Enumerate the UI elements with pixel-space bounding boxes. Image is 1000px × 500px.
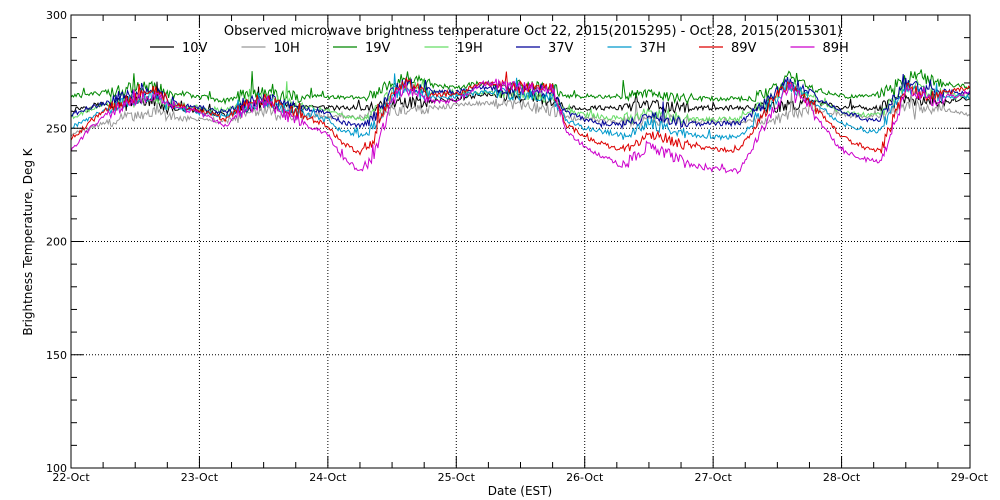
x-tick-label: 23-Oct (181, 471, 219, 484)
chart-legend: 10V 10H 19V 19H 37V 37H 89V 89H (150, 41, 849, 56)
x-tick-label: 28-Oct (823, 471, 861, 484)
series-line-37h (70, 73, 971, 142)
x-tick-label: 27-Oct (694, 471, 732, 484)
series-line-89h (70, 78, 971, 175)
series-line-10h (70, 92, 971, 137)
y-tick-label: 300 (46, 9, 67, 22)
series-line-37v (70, 74, 971, 130)
legend-label: 19H (457, 41, 483, 56)
series-line-89v (70, 71, 971, 156)
x-tick-label: 22-Oct (52, 471, 90, 484)
chart-series (70, 69, 971, 175)
chart-ticks: 100 150 200 250 300 22-Oct 23-Oct 24-Oct 25-Oct 2… (46, 9, 989, 484)
x-tick-label: 25-Oct (438, 471, 476, 484)
chart-title: Observed microwave brightness temperatur… (224, 24, 842, 39)
x-tick-label: 26-Oct (566, 471, 604, 484)
legend-label: 19V (365, 41, 391, 56)
legend-label: 37H (640, 41, 666, 56)
legend-label: 10H (274, 41, 300, 56)
x-axis-label: Date (EST) (488, 484, 552, 498)
x-tick-label: 24-Oct (309, 471, 347, 484)
y-tick-label: 250 (46, 122, 67, 135)
y-axis-label: Brightness Temperature, Deg K (21, 147, 35, 335)
y-tick-label: 150 (46, 349, 67, 362)
legend-label: 10V (182, 41, 208, 56)
legend-label: 37V (548, 41, 574, 56)
legend-label: 89V (731, 41, 757, 56)
x-tick-label: 29-Oct (951, 471, 989, 484)
legend-label: 89H (823, 41, 849, 56)
y-tick-label: 100 (46, 462, 67, 475)
y-tick-label: 200 (46, 236, 67, 249)
chart-grid (71, 15, 970, 468)
